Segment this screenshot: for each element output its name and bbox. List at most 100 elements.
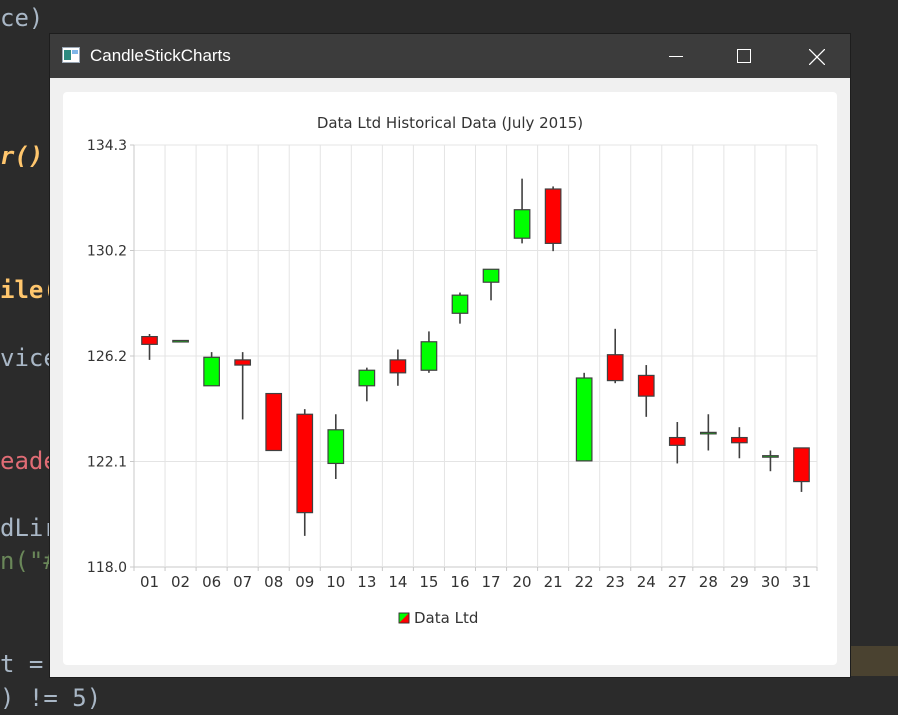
- title-bar[interactable]: CandleStickCharts: [50, 34, 850, 78]
- candle-body: [203, 356, 220, 387]
- candle-body: [141, 335, 158, 345]
- code-highlight-band: [850, 646, 898, 676]
- background-code: ce) r() ile( vice eade dLir n("# t = ) !…: [0, 0, 101, 712]
- legend: Data Ltd: [398, 609, 478, 627]
- candle: [482, 268, 500, 301]
- x-tick-label: 13: [357, 573, 376, 591]
- minimize-icon: [669, 56, 683, 57]
- x-tick-label: 15: [419, 573, 438, 591]
- candle: [141, 333, 158, 360]
- chart-view[interactable]: Data Ltd Historical Data (July 2015) 134…: [63, 92, 837, 665]
- candle-body: [637, 374, 655, 397]
- candle-body: [513, 209, 531, 239]
- app-window: CandleStickCharts Data Ltd Historical Da…: [50, 34, 850, 677]
- candle: [575, 372, 593, 462]
- candle: [172, 339, 189, 343]
- x-tick-label: 23: [606, 573, 625, 591]
- chart-title: Data Ltd Historical Data (July 2015): [317, 114, 583, 132]
- minimize-button[interactable]: [642, 34, 710, 78]
- x-tick-label: 27: [668, 573, 687, 591]
- app-icon: [62, 47, 80, 63]
- candle: [203, 352, 220, 387]
- x-tick-label: 17: [481, 573, 500, 591]
- candle-body: [451, 294, 469, 314]
- candle: [606, 328, 624, 384]
- x-tick-label: 22: [575, 573, 594, 591]
- code-line: ile(: [0, 276, 58, 304]
- candle: [731, 427, 748, 459]
- x-tick-label: 30: [761, 573, 780, 591]
- x-axis: 01 02 06 07 08 09 10 13 14 15 16 17 20 21 22 23 24 27 28 29…: [133, 567, 818, 591]
- candle-body: [327, 429, 345, 465]
- candle: [327, 414, 345, 479]
- candle-body: [606, 354, 624, 382]
- candle-body: [265, 392, 283, 452]
- code-line: vice: [0, 344, 58, 372]
- candle: [668, 422, 686, 464]
- candle-body: [296, 413, 314, 514]
- maximize-button[interactable]: [710, 34, 778, 78]
- candle: [513, 178, 531, 244]
- x-tick-label: 02: [171, 573, 190, 591]
- candle: [358, 367, 376, 402]
- candle-body: [668, 436, 686, 446]
- code-line: r(): [0, 142, 44, 170]
- legend-marker: [398, 612, 410, 624]
- candle: [234, 352, 252, 420]
- series-candles: [141, 178, 810, 536]
- x-tick-label: 21: [544, 573, 563, 591]
- x-tick-label: 16: [450, 573, 469, 591]
- y-tick-label: 122.1: [87, 455, 127, 471]
- candle-body: [172, 339, 189, 343]
- x-tick-label: 01: [140, 573, 159, 591]
- candle-body: [793, 447, 810, 483]
- y-tick-label: 130.2: [87, 244, 127, 260]
- candle-body: [731, 436, 748, 444]
- candle: [451, 292, 469, 324]
- x-tick-label: 08: [264, 573, 283, 591]
- candle: [699, 414, 717, 451]
- maximize-icon: [737, 49, 751, 63]
- candle: [762, 450, 779, 472]
- candle: [265, 392, 283, 452]
- candle-body: [699, 431, 717, 435]
- code-line: dLir: [0, 514, 58, 542]
- candle-body: [575, 377, 593, 462]
- close-icon: [809, 49, 825, 65]
- x-tick-label: 06: [202, 573, 221, 591]
- candle: [793, 447, 810, 492]
- close-button[interactable]: [782, 34, 850, 78]
- candle: [296, 409, 314, 536]
- candle-body: [544, 188, 562, 244]
- x-tick-label: 31: [792, 573, 811, 591]
- candle-body: [358, 369, 376, 387]
- code-line: t =: [0, 650, 44, 678]
- x-tick-label: 09: [295, 573, 314, 591]
- x-tick-label: 20: [513, 573, 532, 591]
- x-tick-label: 24: [637, 573, 656, 591]
- y-axis: 134.3 130.2 126.2 122.1 118.0: [87, 138, 134, 576]
- code-line: eade: [0, 447, 58, 475]
- x-tick-label: 07: [233, 573, 252, 591]
- candle: [420, 331, 438, 373]
- x-tick-label: 14: [388, 573, 407, 591]
- candle-body: [762, 455, 779, 458]
- candle-body: [420, 341, 438, 371]
- candle: [389, 349, 407, 386]
- x-tick-label: 29: [730, 573, 749, 591]
- y-tick-label: 118.0: [87, 560, 127, 576]
- candle-body: [234, 359, 252, 366]
- window-title: CandleStickCharts: [90, 46, 231, 65]
- legend-label: Data Ltd: [414, 609, 478, 627]
- y-tick-label: 134.3: [87, 138, 127, 154]
- y-tick-label: 126.2: [87, 349, 127, 365]
- x-tick-label: 28: [699, 573, 718, 591]
- code-line: n("#: [0, 547, 58, 575]
- candle-body: [482, 268, 500, 283]
- candle-body: [389, 359, 407, 374]
- x-tick-label: 10: [326, 573, 345, 591]
- grid: [133, 144, 818, 568]
- code-line: ce): [0, 4, 44, 32]
- candle: [544, 186, 562, 252]
- candle: [637, 365, 655, 417]
